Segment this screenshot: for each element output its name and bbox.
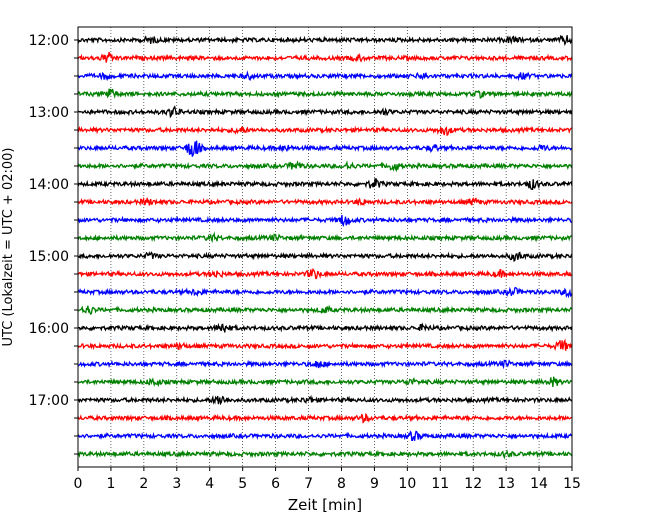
x-tick-label: 2: [139, 476, 148, 492]
trace-1545: [77, 304, 573, 316]
x-tick-label: 15: [563, 476, 581, 492]
plot-frame: [77, 26, 573, 468]
trace-1400: [77, 177, 573, 190]
trace-1345: [77, 160, 573, 173]
trace-1745: [77, 449, 573, 460]
trace-1500: [77, 251, 573, 262]
x-tick-label: 14: [530, 476, 548, 492]
y-tick-label: 16:00: [29, 321, 69, 337]
x-tick-label: 5: [238, 476, 247, 492]
x-tick-label: 12: [464, 476, 482, 492]
y-tick-label: 14:00: [29, 177, 69, 193]
x-tick-label: 13: [497, 476, 515, 492]
x-axis-label: Zeit [min]: [288, 496, 362, 514]
x-tick-label: 9: [370, 476, 379, 492]
trace-1530: [77, 286, 573, 299]
x-tick-label: 7: [304, 476, 313, 492]
x-tick-label: 3: [172, 476, 181, 492]
x-tick-label: 6: [271, 476, 280, 492]
x-tick-label: 8: [337, 476, 346, 492]
trace-1615: [77, 338, 573, 351]
y-tick-label: 17:00: [29, 393, 69, 409]
trace-1700: [77, 394, 573, 406]
trace-1645: [77, 376, 573, 388]
x-tick-label: 0: [74, 476, 83, 492]
x-tick-label: 10: [398, 476, 416, 492]
trace-1730: [77, 430, 573, 442]
x-axis-ticks: 0 1 2 3 4 5 6 7 8 9 10 11 12 13 14 15: [74, 467, 581, 492]
trace-1600: [77, 322, 573, 333]
y-tick-label: 12:00: [29, 33, 69, 49]
y-tick-label: 13:00: [29, 105, 69, 121]
x-tick-label: 4: [205, 476, 214, 492]
trace-1515: [77, 267, 573, 280]
trace-1300: [77, 105, 573, 119]
y-tick-label: 15:00: [29, 249, 69, 265]
trace-1430: [77, 215, 573, 228]
trace-1200: [77, 34, 573, 47]
trace-1445: [77, 231, 573, 244]
x-tick-label: 1: [106, 476, 115, 492]
y-axis-label: UTC (Lokalzeit = UTC + 02:00): [1, 148, 16, 347]
trace-1415: [77, 196, 573, 207]
trace-1245: [77, 88, 573, 99]
trace-1315: [77, 125, 573, 137]
trace-group: [77, 34, 573, 460]
trace-1330: [77, 140, 573, 157]
vertical-grid: [110, 27, 540, 467]
trace-1715: [77, 412, 573, 424]
trace-1630: [77, 359, 573, 370]
trace-1215: [77, 51, 573, 63]
trace-1230: [77, 70, 573, 82]
y-axis-ticks: 12:00 13:00 14:00 15:00 16:00 17:00: [29, 33, 78, 455]
x-tick-label: 11: [431, 476, 449, 492]
